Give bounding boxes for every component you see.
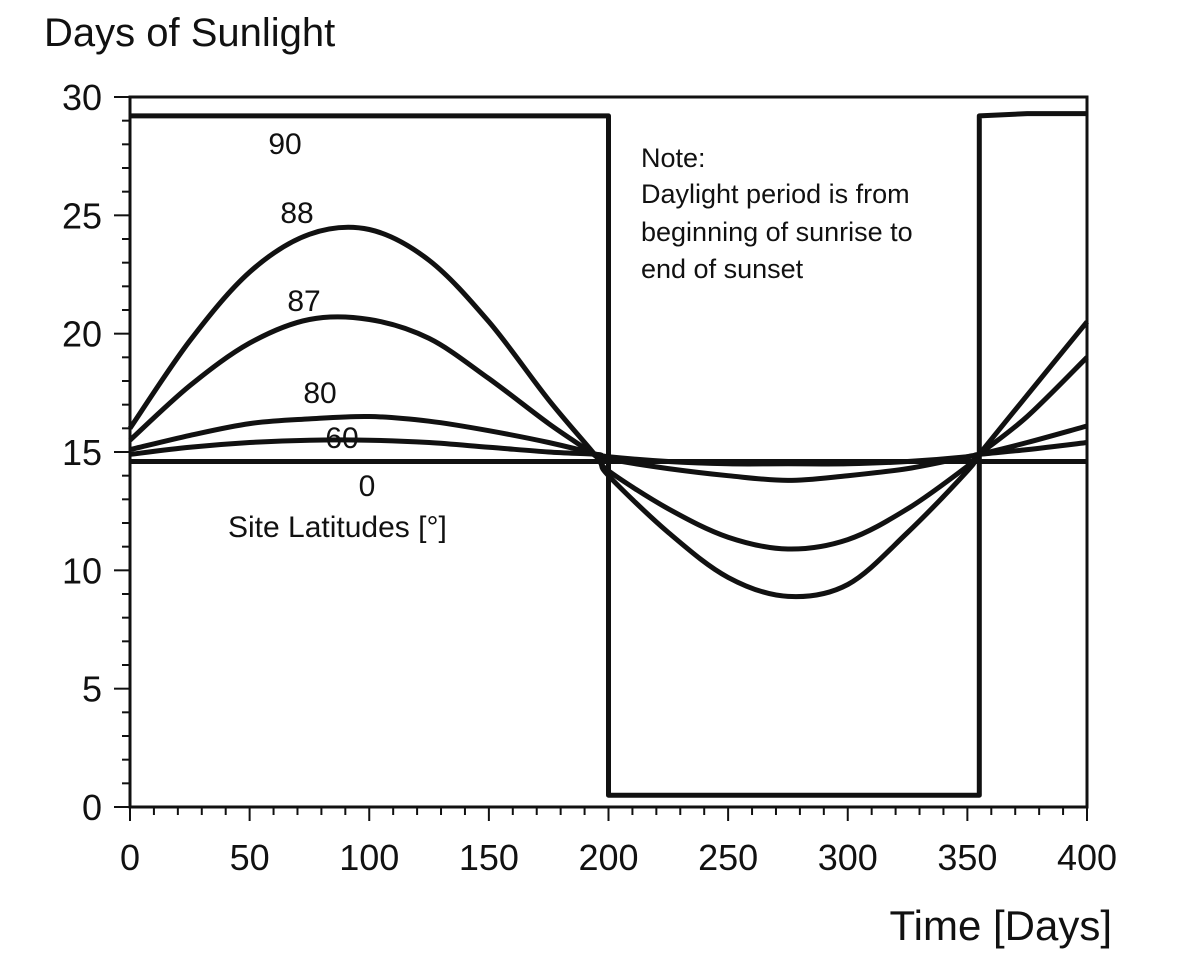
- x-tick-label: 300: [818, 837, 878, 878]
- series-label: 80: [303, 377, 336, 410]
- x-tick-label: 350: [937, 837, 997, 878]
- series-line-60: [129, 437, 1088, 467]
- x-tick-label: 50: [230, 837, 270, 878]
- ticks-layer: 0 50 100 150 200 250 300 350 400 0 5 10 15 20 25 30: [62, 77, 1117, 878]
- x-tick-label: 150: [459, 837, 519, 878]
- y-tick-label: 15: [62, 432, 102, 473]
- x-tick-label: 100: [339, 837, 399, 878]
- series-line-90: [130, 111, 1087, 798]
- note-line: Note:: [641, 143, 706, 173]
- x-tick-label: 400: [1057, 837, 1117, 878]
- series-label: 60: [325, 422, 358, 455]
- x-tick-label: 250: [698, 837, 758, 878]
- chart-title: Days of Sunlight: [44, 11, 335, 55]
- x-tick-label: 0: [120, 837, 140, 878]
- note-line: end of sunset: [641, 254, 804, 284]
- x-tick-label: 200: [578, 837, 638, 878]
- series-label: 90: [268, 128, 301, 161]
- note-line: beginning of sunrise to: [641, 217, 913, 247]
- y-tick-label: 25: [62, 195, 102, 236]
- note-line: Daylight period is from: [641, 179, 910, 209]
- y-tick-label: 30: [62, 77, 102, 118]
- y-tick-label: 0: [82, 787, 102, 828]
- series-label: 87: [287, 285, 320, 318]
- series-line-88: [127, 224, 1089, 600]
- site-latitudes-caption: Site Latitudes [°]: [228, 511, 447, 544]
- series-line-87: [128, 314, 1089, 552]
- y-tick-label: 20: [62, 314, 102, 355]
- note-annotation: Note: Daylight period is from beginning …: [641, 143, 913, 284]
- series-labels: 90 88 87 80 600: [268, 128, 375, 503]
- series-layer: [127, 111, 1089, 798]
- series-label: 88: [280, 197, 313, 230]
- y-tick-label: 10: [62, 550, 102, 591]
- x-axis-label: Time [Days]: [890, 902, 1112, 949]
- series-label: 0: [359, 470, 376, 503]
- y-tick-label: 5: [82, 669, 102, 710]
